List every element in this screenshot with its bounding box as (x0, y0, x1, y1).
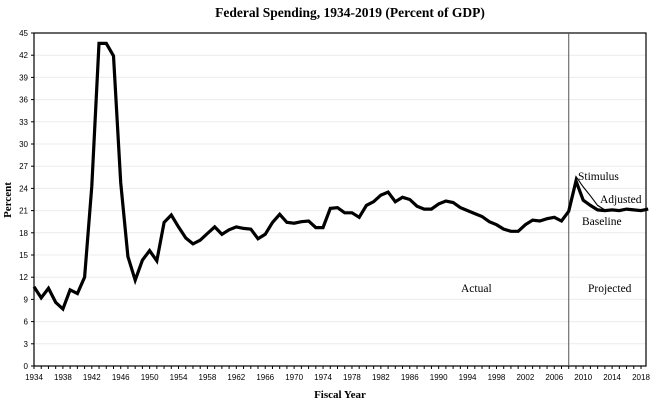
x-tick-label: 1958 (199, 373, 217, 382)
x-tick-label: 2006 (545, 373, 563, 382)
annotation-baseline: Baseline (582, 216, 622, 228)
y-tick-label: 21 (19, 207, 28, 216)
x-tick-label: 2014 (603, 373, 621, 382)
x-tick-label: 1934 (25, 373, 43, 382)
y-tick-label: 27 (19, 162, 28, 171)
y-tick-label: 30 (19, 140, 28, 149)
x-tick-label: 2010 (574, 373, 592, 382)
chart-title: Federal Spending, 1934-2019 (Percent of … (215, 5, 485, 20)
annotation-stimulus: Stimulus (578, 171, 619, 183)
y-tick-label: 12 (19, 273, 28, 282)
x-tick-label: 1982 (372, 373, 390, 382)
y-tick-label: 18 (19, 229, 28, 238)
x-tick-label: 2002 (516, 373, 534, 382)
region-label-actual: Actual (461, 283, 492, 295)
y-tick-label: 3 (24, 340, 29, 349)
y-tick-label: 15 (19, 251, 28, 260)
x-axis: 1934 1938 1942 1946 1950 1954 1958 1962 1966 1970… (25, 366, 650, 382)
region-label-projected: Projected (588, 283, 632, 295)
x-tick-label: 1954 (170, 373, 188, 382)
x-tick-label: 1950 (141, 373, 159, 382)
annotation-adjusted: Adjusted (600, 194, 642, 206)
x-tick-label: 1998 (488, 373, 506, 382)
y-tick-label: 42 (19, 51, 28, 60)
x-tick-label: 1966 (256, 373, 274, 382)
y-tick-label: 6 (24, 318, 29, 327)
x-tick-label: 1938 (54, 373, 72, 382)
y-tick-label: 45 (19, 29, 28, 38)
x-tick-label: 1986 (401, 373, 419, 382)
y-tick-label: 36 (19, 96, 28, 105)
y-tick-label: 0 (24, 362, 29, 371)
x-tick-label: 1962 (227, 373, 245, 382)
plot-border (33, 32, 647, 367)
series-layer (32, 41, 649, 312)
x-tick-label: 1994 (459, 373, 477, 382)
y-tick-label: 33 (19, 118, 28, 127)
y-tick-label: 9 (24, 295, 29, 304)
gridlines (34, 54, 646, 345)
x-tick-label: 1942 (83, 373, 101, 382)
x-tick-label: 1978 (343, 373, 361, 382)
series-line-baseline (32, 41, 649, 312)
y-tick-label: 24 (19, 184, 28, 193)
x-tick-label: 1946 (112, 373, 130, 382)
x-axis-title: Fiscal Year (314, 389, 366, 401)
x-tick-label: 2018 (632, 373, 650, 382)
y-axis-title: Percent (2, 182, 14, 218)
y-tick-label: 39 (19, 73, 28, 82)
x-tick-label: 1990 (430, 373, 448, 382)
x-tick-label: 1974 (314, 373, 332, 382)
x-tick-label: 1970 (285, 373, 303, 382)
